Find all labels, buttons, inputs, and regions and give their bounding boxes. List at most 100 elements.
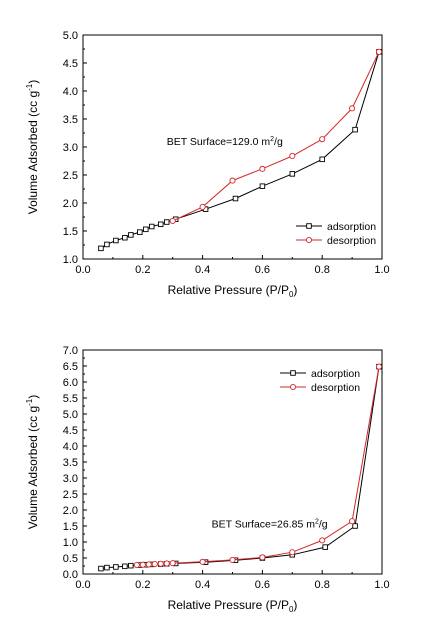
data-point-desorption (229, 556, 236, 563)
data-point-adsorption (157, 221, 164, 228)
data-point-adsorption (98, 245, 104, 252)
x-tick-label: 0.4 (195, 579, 210, 591)
x-tick-label: 0.8 (315, 579, 330, 591)
data-point-desorption (151, 561, 158, 568)
y-tick-label: 1.5 (63, 521, 78, 533)
legend-label-desorption: desorption (311, 382, 360, 394)
data-point-adsorption (352, 126, 358, 133)
data-point-adsorption (128, 562, 134, 569)
bet-surface-annotation: BET Surface=26.85 m2/g (212, 519, 328, 531)
legend-marker-adsorption (306, 223, 312, 229)
legend-label-desorption: desorption (327, 235, 376, 247)
data-point-desorption (199, 558, 206, 565)
y-tick-label: 2.5 (63, 170, 78, 182)
y-tick-label: 2.0 (63, 198, 78, 210)
x-tick-label: 1.0 (374, 579, 389, 591)
data-point-desorption (157, 560, 164, 567)
data-point-adsorption (352, 523, 358, 529)
x-tick-label: 0.0 (75, 579, 90, 591)
y-tick-label: 1.0 (63, 254, 78, 266)
x-tick-label: 0.0 (75, 264, 90, 276)
data-point-desorption (349, 105, 356, 112)
y-tick-label: 7.0 (63, 345, 78, 357)
data-point-desorption (199, 203, 206, 210)
data-point-desorption (169, 217, 176, 224)
chart-panel-1: 0.0 0.2 0.4 0.6 0.8 1.0 1.0 1.5 2.0 2.5 3.0 3.5 4.0 4… (25, 30, 390, 299)
data-point-desorption (259, 554, 266, 561)
x-tick-label: 0.4 (195, 264, 210, 276)
data-point-adsorption (319, 156, 325, 163)
data-point-desorption (163, 560, 170, 567)
legend-label-adsorption: adsorption (327, 221, 376, 233)
data-point-adsorption (289, 171, 296, 177)
series-line-adsorption (100, 51, 380, 249)
y-tick-label: 4.5 (63, 425, 78, 437)
y-axis-label: Volume Adsorbed (cc g-1) (25, 395, 40, 530)
y-tick-label: 5.5 (63, 393, 78, 405)
data-point-adsorption (137, 229, 143, 235)
data-point-adsorption (122, 563, 128, 570)
bet-surface-annotation: BET Surface=129.0 m2/g (167, 136, 283, 148)
series-line-adsorption (100, 366, 380, 570)
y-tick-label: 3.5 (63, 114, 78, 126)
data-point-adsorption (163, 219, 170, 225)
data-point-adsorption (113, 564, 119, 570)
data-point-adsorption (232, 195, 239, 202)
x-tick-label: 0.8 (315, 264, 330, 276)
legend: adsorption desorption (296, 221, 376, 247)
data-point-desorption (349, 518, 356, 525)
y-tick-label: 0.0 (63, 569, 78, 581)
data-point-adsorption (113, 237, 119, 244)
data-point-adsorption (122, 234, 128, 241)
data-point-desorption (319, 537, 326, 544)
data-point-desorption (289, 549, 296, 556)
data-point-desorption (289, 152, 296, 160)
y-tick-label: 5.0 (63, 409, 78, 421)
y-tick-label: 1.5 (63, 226, 78, 238)
y-axis-label: Volume Adsorbed (cc g-1) (25, 80, 40, 215)
y-tick-label: 6.5 (63, 361, 78, 373)
data-point-desorption (169, 560, 176, 567)
legend: adsorption desorption (280, 368, 360, 394)
legend-label-adsorption: adsorption (311, 368, 360, 380)
y-tick-label: 4.5 (63, 58, 78, 70)
x-tick-label: 0.2 (135, 264, 150, 276)
data-point-adsorption (143, 226, 149, 233)
legend-marker-desorption (289, 383, 297, 391)
data-point-desorption (375, 48, 383, 55)
data-point-adsorption (149, 223, 155, 230)
y-tick-label: 3.0 (63, 473, 78, 485)
data-point-desorption (319, 136, 326, 143)
x-tick-label: 0.2 (135, 579, 150, 591)
y-tick-label: 2.5 (63, 489, 78, 501)
legend-marker-desorption (305, 236, 313, 244)
data-point-desorption (375, 363, 383, 370)
data-point-desorption (133, 561, 140, 569)
data-point-adsorption (104, 241, 110, 248)
y-tick-label: 2.0 (63, 505, 78, 517)
y-tick-label: 3.5 (63, 457, 78, 469)
data-point-desorption (229, 177, 236, 184)
y-tick-label: 0.5 (63, 553, 78, 565)
data-point-desorption (139, 561, 146, 568)
series-line-desorption (172, 51, 380, 222)
data-point-adsorption (98, 565, 104, 572)
data-point-adsorption (128, 232, 134, 238)
x-axis-label: Relative Pressure (P/P0) (168, 283, 298, 299)
y-tick-label: 6.0 (63, 377, 78, 389)
y-tick-label: 3.0 (63, 142, 78, 154)
x-axis-label: Relative Pressure (P/P0) (168, 598, 298, 614)
data-point-adsorption (259, 183, 266, 189)
x-tick-label: 0.6 (255, 579, 270, 591)
x-tick-label: 0.6 (255, 264, 270, 276)
data-point-adsorption (322, 544, 328, 550)
data-point-desorption (259, 165, 266, 172)
chart-panel-2: 0.0 0.2 0.4 0.6 0.8 1.0 0.0 0.5 1.0 1.5 2.0 2.5 3.0 3… (25, 345, 390, 614)
x-tick-label: 1.0 (374, 264, 389, 276)
data-point-adsorption (104, 564, 110, 571)
y-tick-label: 1.0 (63, 537, 78, 549)
y-tick-label: 4.0 (63, 441, 78, 453)
legend-marker-adsorption (290, 370, 296, 376)
data-point-desorption (145, 561, 152, 568)
y-tick-label: 5.0 (63, 30, 78, 42)
